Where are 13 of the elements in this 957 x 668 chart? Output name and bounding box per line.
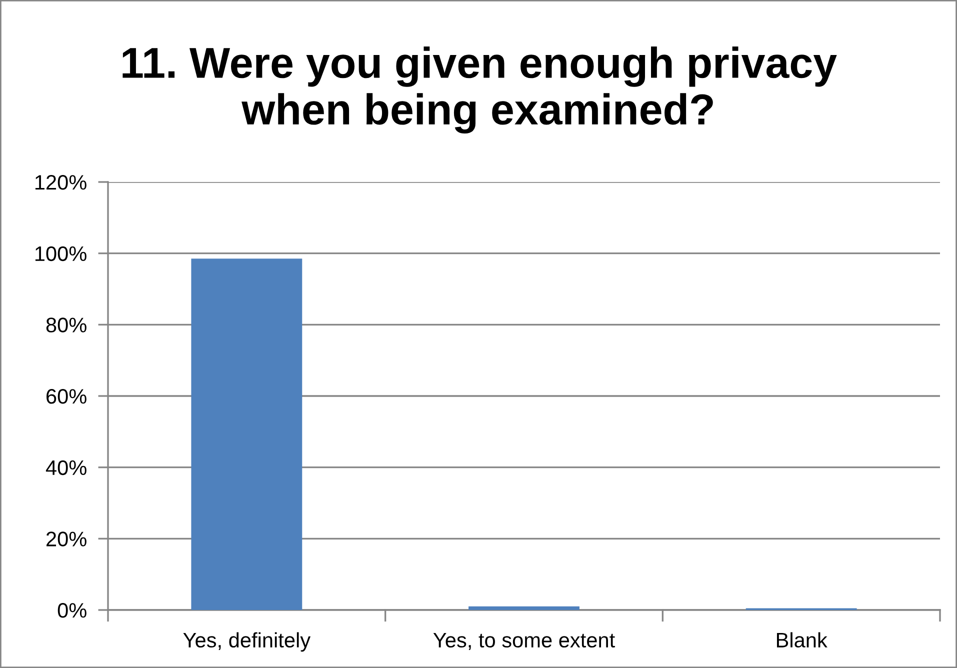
y-tick-label: 80% <box>46 318 86 332</box>
y-tick-label: 100% <box>35 246 86 262</box>
bar <box>468 606 580 610</box>
x-tick-label: Blank <box>776 632 828 648</box>
bar <box>191 258 302 610</box>
y-tick-label: 20% <box>46 532 86 546</box>
chart-title: 11. Were you given enough privacy when being examined? <box>122 46 837 134</box>
y-tick-label: 120% <box>35 175 86 190</box>
y-tick-label: 40% <box>46 460 86 476</box>
x-tick-label: Yes, definitely <box>183 632 311 652</box>
y-tick-label: 0% <box>58 603 86 618</box>
x-tick-label: Yes, to some extent <box>433 632 615 650</box>
y-tick-label: 60% <box>46 389 86 404</box>
